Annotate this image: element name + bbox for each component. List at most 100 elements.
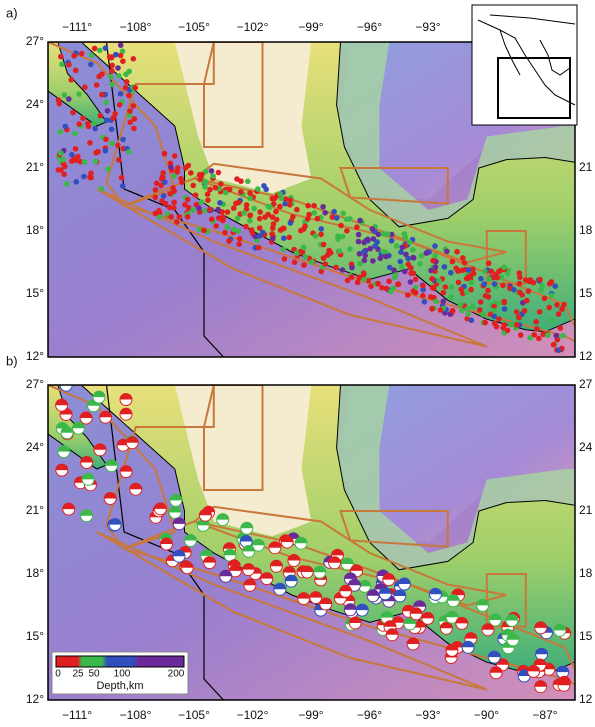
event bbox=[331, 209, 337, 215]
event bbox=[103, 137, 109, 143]
event bbox=[257, 216, 263, 222]
event bbox=[175, 165, 181, 171]
event bbox=[411, 288, 417, 294]
event bbox=[183, 165, 189, 171]
event bbox=[287, 197, 293, 203]
event bbox=[312, 210, 318, 216]
tick-label: −111° bbox=[62, 708, 92, 722]
panel-label: b) bbox=[6, 353, 18, 368]
event bbox=[109, 82, 115, 88]
event bbox=[257, 209, 263, 215]
event bbox=[536, 336, 542, 342]
tick-label: −93° bbox=[415, 20, 440, 34]
event bbox=[448, 270, 454, 276]
event bbox=[277, 204, 283, 210]
event bbox=[337, 248, 343, 254]
event bbox=[247, 196, 253, 202]
event bbox=[549, 318, 555, 324]
event bbox=[109, 63, 115, 69]
event bbox=[362, 258, 368, 264]
event bbox=[94, 82, 100, 88]
event bbox=[107, 54, 113, 60]
event bbox=[469, 318, 475, 324]
event bbox=[241, 210, 247, 216]
event bbox=[118, 91, 124, 97]
event bbox=[483, 293, 489, 299]
event bbox=[464, 289, 470, 295]
event bbox=[408, 279, 414, 285]
tick-label: 15 bbox=[579, 286, 593, 300]
event bbox=[133, 85, 139, 91]
event bbox=[120, 58, 126, 64]
event bbox=[79, 51, 85, 57]
event bbox=[92, 126, 98, 132]
event bbox=[86, 124, 92, 130]
event bbox=[347, 246, 353, 252]
event bbox=[185, 197, 191, 203]
tick-label: −108° bbox=[120, 708, 152, 722]
event bbox=[190, 183, 196, 189]
event bbox=[306, 212, 312, 218]
event bbox=[556, 311, 562, 317]
event bbox=[501, 264, 507, 270]
event bbox=[222, 230, 228, 236]
event bbox=[104, 117, 110, 123]
event bbox=[403, 252, 409, 258]
event bbox=[185, 214, 191, 220]
event bbox=[527, 335, 533, 341]
event bbox=[235, 216, 241, 222]
tick-label: 15° bbox=[26, 286, 44, 300]
tick-label: −102° bbox=[237, 20, 269, 34]
event bbox=[119, 175, 125, 181]
event bbox=[113, 52, 119, 58]
event bbox=[287, 202, 293, 208]
event bbox=[528, 277, 534, 283]
event bbox=[70, 110, 76, 116]
event bbox=[500, 283, 506, 289]
event bbox=[57, 101, 63, 107]
event bbox=[266, 204, 272, 210]
event bbox=[218, 181, 224, 187]
event bbox=[522, 308, 528, 314]
event bbox=[72, 131, 78, 137]
event bbox=[199, 199, 205, 205]
event bbox=[62, 164, 68, 170]
event bbox=[429, 276, 435, 282]
event bbox=[470, 304, 476, 310]
event bbox=[502, 306, 508, 312]
event bbox=[302, 223, 308, 229]
event bbox=[80, 116, 86, 122]
event bbox=[407, 239, 413, 245]
event bbox=[526, 288, 532, 294]
event bbox=[174, 219, 180, 225]
event bbox=[89, 53, 95, 59]
tick-label: −96° bbox=[357, 708, 382, 722]
event bbox=[118, 53, 124, 59]
event bbox=[309, 259, 315, 265]
tick-label: 21° bbox=[26, 160, 44, 174]
event bbox=[518, 332, 524, 338]
event bbox=[88, 170, 94, 176]
event bbox=[419, 253, 425, 259]
event bbox=[99, 186, 105, 192]
event bbox=[386, 279, 392, 285]
event bbox=[357, 218, 363, 224]
tick-label: −111° bbox=[62, 20, 92, 34]
event bbox=[413, 277, 419, 283]
event bbox=[271, 221, 277, 227]
event bbox=[318, 226, 324, 232]
event bbox=[365, 237, 371, 243]
tick-label: −93° bbox=[415, 708, 440, 722]
event bbox=[431, 286, 437, 292]
event bbox=[333, 265, 339, 271]
event bbox=[478, 276, 484, 282]
event bbox=[123, 85, 129, 91]
tick-label: 18 bbox=[579, 223, 593, 237]
event bbox=[465, 306, 471, 312]
event bbox=[361, 249, 367, 255]
event bbox=[281, 226, 287, 232]
event bbox=[429, 306, 435, 312]
event bbox=[458, 302, 464, 308]
event bbox=[96, 74, 102, 80]
